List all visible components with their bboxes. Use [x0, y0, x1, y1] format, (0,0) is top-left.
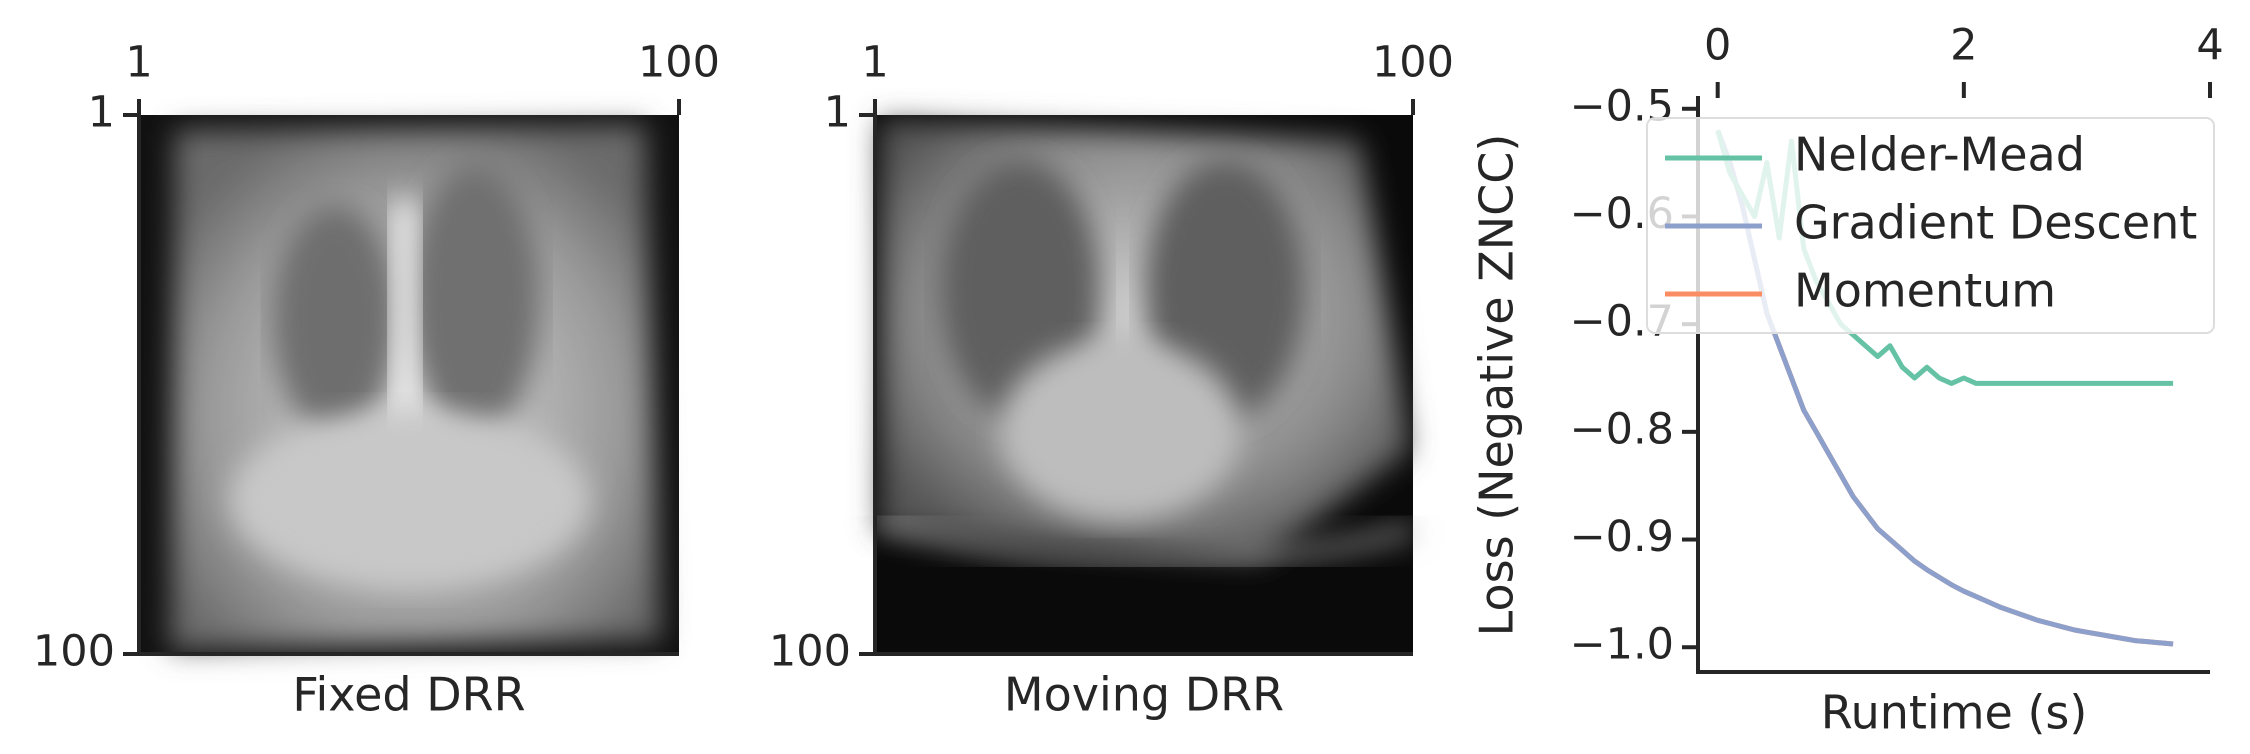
x-tick-label: 2	[1950, 21, 1977, 71]
x-tick-label: 1	[125, 38, 152, 88]
y-tick-label: −0.9	[1570, 512, 1674, 562]
x-tick-label: 4	[2196, 21, 2223, 71]
x-tick-label: 100	[638, 38, 720, 88]
x-axis-label: Moving DRR	[1004, 668, 1284, 722]
y-axis-label: Loss (Negative ZNCC)	[1470, 134, 1524, 637]
legend-label: Nelder-Mead	[1794, 128, 2085, 182]
x-axis-label: Runtime (s)	[1821, 686, 2088, 740]
x-tick-label: 1	[861, 38, 888, 88]
legend: Nelder-Mead Gradient Descent Momentum	[1646, 117, 2215, 334]
y-tick-label: −0.8	[1570, 404, 1674, 454]
x-axis-label: Fixed DRR	[292, 668, 525, 722]
x-tick-label: 100	[1372, 38, 1454, 88]
legend-box	[1646, 117, 2215, 334]
y-tick-label: 100	[769, 627, 851, 677]
legend-label: Gradient Descent	[1794, 196, 2197, 250]
legend-label: Momentum	[1794, 264, 2056, 318]
y-tick-label: 100	[33, 627, 115, 677]
y-tick-label: −1.0	[1570, 620, 1674, 670]
moving-drr-image	[873, 115, 1415, 654]
x-tick-label: 0	[1704, 21, 1731, 71]
y-tick-label: 1	[88, 88, 115, 138]
y-tick-label: 1	[824, 88, 851, 138]
line-series	[1715, 129, 2174, 647]
fixed-drr-image	[139, 115, 679, 654]
